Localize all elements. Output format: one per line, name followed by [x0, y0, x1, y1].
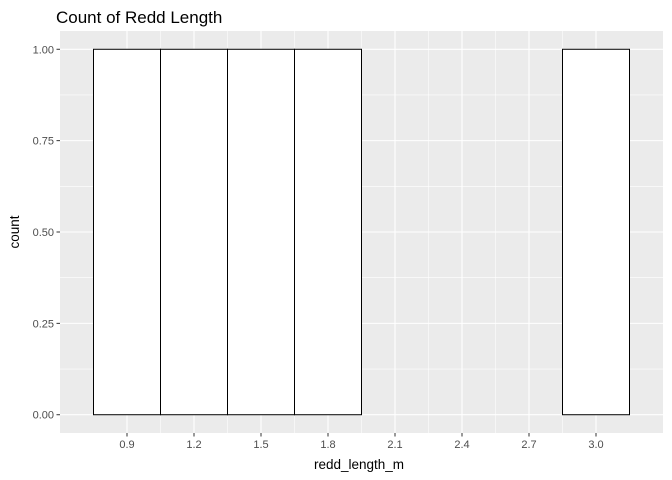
x-axis-title: redd_length_m	[314, 457, 404, 472]
histogram-bar	[93, 48, 161, 416]
y-axis-title: count	[7, 215, 22, 248]
x-tick-label: 2.1	[387, 439, 402, 451]
y-tick-label: 0.00	[33, 410, 54, 422]
histogram-bar	[160, 48, 228, 416]
chart-title: Count of Redd Length	[56, 8, 222, 27]
y-tick-label: 0.75	[33, 136, 54, 148]
y-tick-label: 0.50	[33, 227, 54, 239]
y-tick-label: 0.25	[33, 318, 54, 330]
x-tick-label: 2.4	[454, 439, 469, 451]
histogram-bar	[294, 48, 362, 416]
x-axis: 0.9 1.2 1.5 1.8 2.1 2.4 2.7 3.0	[119, 433, 604, 451]
x-tick-label: 2.7	[521, 439, 536, 451]
histogram-bar	[562, 48, 630, 416]
x-tick-label: 1.2	[186, 439, 201, 451]
x-tick-label: 3.0	[588, 439, 603, 451]
x-tick-label: 1.8	[320, 439, 335, 451]
histogram-bar	[227, 48, 295, 416]
x-tick-label: 1.5	[253, 439, 268, 451]
y-axis: 0.00 0.25 0.50 0.75 1.00	[33, 44, 60, 422]
x-tick-label: 0.9	[119, 439, 134, 451]
y-tick-label: 1.00	[33, 44, 54, 56]
bars	[93, 48, 630, 416]
